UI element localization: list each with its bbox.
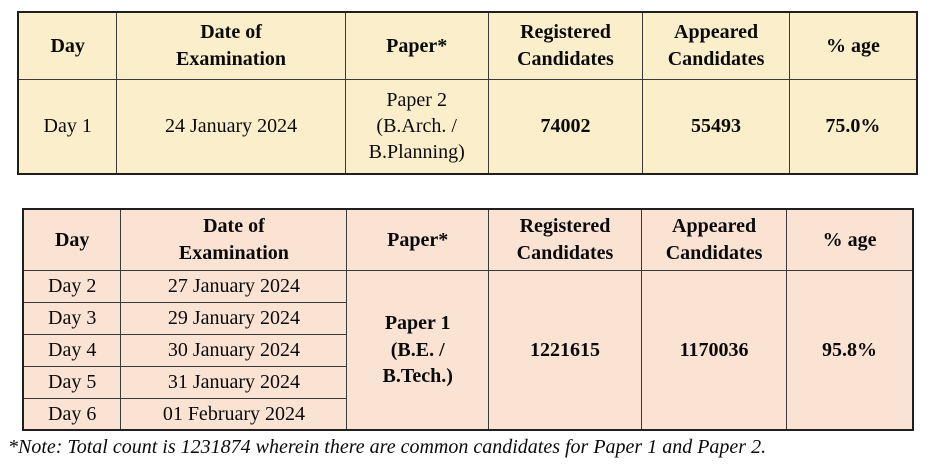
paper2-stats-table: Day Date of Examination Paper* Registere… (17, 11, 918, 175)
table1-header-paper: Paper* (344, 11, 489, 80)
table2-registered-merged-cell: 1221615 (487, 269, 643, 431)
table2-date-day2-cell: 27 January 2024 (120, 269, 348, 303)
table1-header-row: Day Date of Examination Paper* Registere… (17, 11, 918, 80)
table1-paper-cell: Paper 2 (B.Arch. / B.Planning) (344, 78, 489, 175)
table1-header-day: Day (17, 11, 118, 80)
table2-paper-merged-cell: Paper 1 (B.E. / B.Tech.) (346, 269, 489, 431)
table1-header-date: Date of Examination (116, 11, 346, 80)
table2-header-paper: Paper* (346, 208, 489, 271)
table2-date-day6-cell: 01 February 2024 (120, 397, 348, 431)
table2-header-appeared: Appeared Candidates (641, 208, 788, 271)
table2-header-percentage: % age (786, 208, 914, 271)
table2-date-day4-cell: 30 January 2024 (120, 333, 348, 367)
table2-row-day2: Day 2 27 January 2024 Paper 1 (B.E. / B.… (22, 269, 914, 431)
table2-row-day3: Day 3 29 January 2024 (22, 301, 913, 335)
table2-appeared-merged-cell: 1170036 (641, 269, 788, 431)
table2-day4-cell: Day 4 (22, 333, 122, 367)
table2-header-date: Date of Examination (120, 208, 348, 271)
table2-date-day5-cell: 31 January 2024 (120, 365, 348, 399)
footnote: *Note: Total count is 1231874 wherein th… (8, 436, 767, 458)
table1-header-appeared: Appeared Candidates (642, 11, 790, 80)
table2-header-day: Day (22, 208, 122, 271)
table1-date-cell: 24 January 2024 (116, 78, 346, 175)
table2-day2-cell: Day 2 (22, 269, 122, 303)
paper1-stats-table: Day Date of Examination Paper* Registere… (22, 208, 914, 431)
table2-date-day3-cell: 29 January 2024 (120, 301, 348, 335)
table2-day6-cell: Day 6 (22, 397, 122, 431)
table1-header-percentage: % age (788, 11, 918, 80)
table2-row-day6: Day 6 01 February 2024 (22, 397, 913, 431)
table2-day3-cell: Day 3 (22, 301, 122, 335)
table2-header-registered: Registered Candidates (487, 208, 643, 271)
table1-header-registered: Registered Candidates (487, 11, 644, 80)
table1-data-row: Day 1 24 January 2024 Paper 2 (B.Arch. /… (17, 78, 918, 175)
table1-registered-cell: 74002 (487, 78, 644, 175)
table2-percentage-merged-cell: 95.8% (786, 269, 914, 431)
table2-header-row: Day Date of Examination Paper* Registere… (22, 208, 914, 271)
table1-percentage-cell: 75.0% (788, 78, 918, 175)
table2-day5-cell: Day 5 (22, 365, 122, 399)
table1-day-cell: Day 1 (17, 78, 118, 175)
table2-row-day5: Day 5 31 January 2024 (22, 365, 913, 399)
table1-appeared-cell: 55493 (642, 78, 790, 175)
